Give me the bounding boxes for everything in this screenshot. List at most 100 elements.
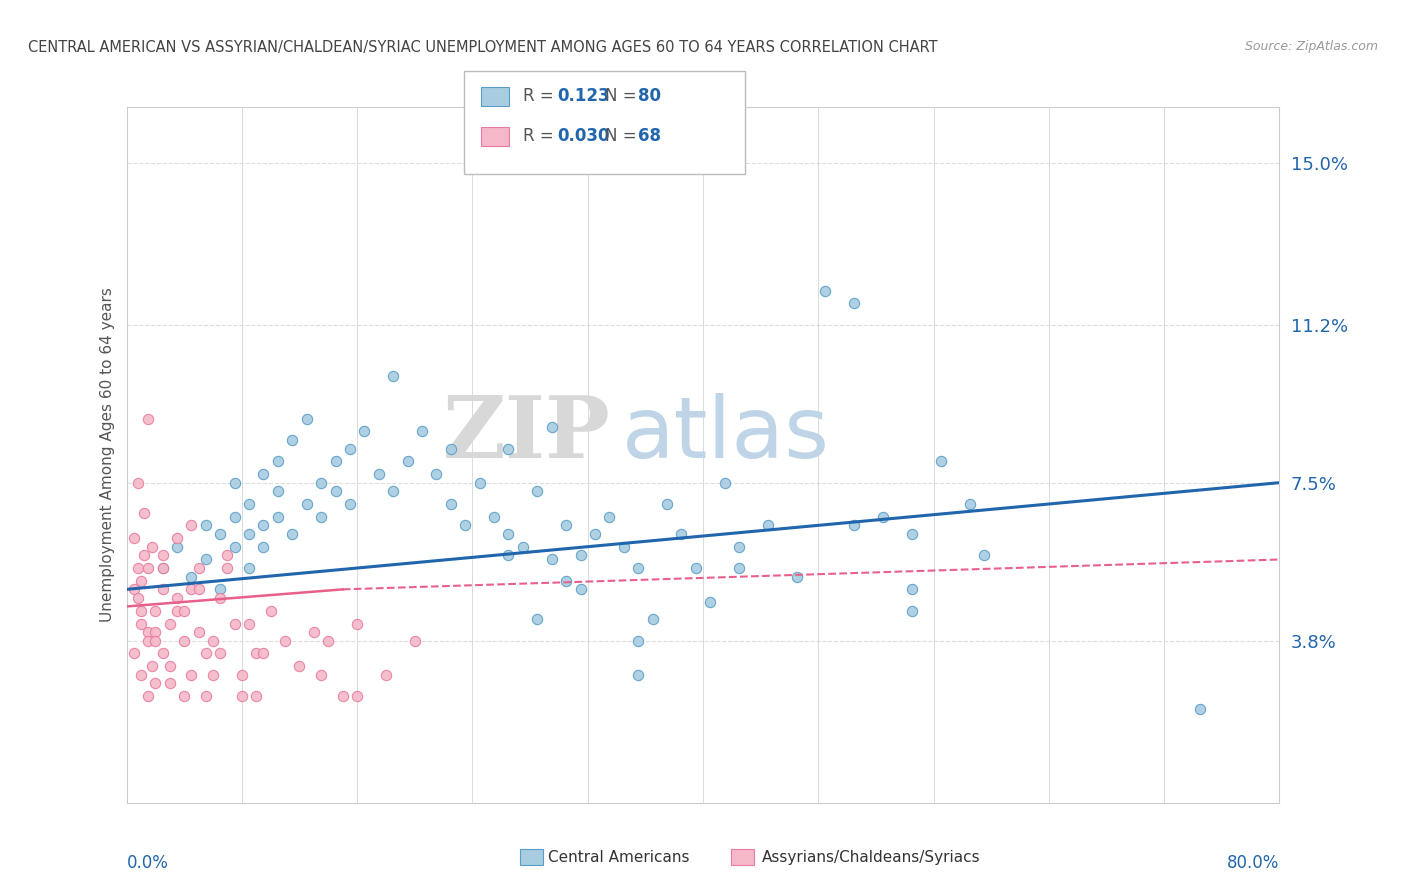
Point xyxy=(309,509,332,524)
Point xyxy=(252,518,274,533)
Point xyxy=(498,527,520,541)
Point xyxy=(339,497,361,511)
Point xyxy=(122,531,145,545)
Point xyxy=(526,612,548,626)
Point xyxy=(224,540,246,554)
Point xyxy=(1189,702,1212,716)
Point xyxy=(382,484,405,499)
Text: 0.123: 0.123 xyxy=(557,87,609,105)
Point xyxy=(159,616,181,631)
Point xyxy=(295,411,318,425)
Point xyxy=(440,442,463,456)
Point xyxy=(339,442,361,456)
Point xyxy=(152,548,174,562)
Point xyxy=(152,561,174,575)
Point xyxy=(136,411,159,425)
Point xyxy=(569,548,592,562)
Point xyxy=(132,506,155,520)
Text: Assyrians/Chaldeans/Syriacs: Assyrians/Chaldeans/Syriacs xyxy=(762,850,980,864)
Point xyxy=(152,561,174,575)
Point xyxy=(129,604,152,618)
Point xyxy=(231,667,253,681)
Point xyxy=(238,616,260,631)
Point xyxy=(209,527,232,541)
Point xyxy=(671,527,693,541)
Text: 80.0%: 80.0% xyxy=(1227,854,1279,872)
Point xyxy=(569,582,592,597)
Point xyxy=(498,548,520,562)
Point xyxy=(482,509,505,524)
Point xyxy=(194,689,217,703)
Text: atlas: atlas xyxy=(623,392,831,475)
Point xyxy=(318,633,340,648)
Point xyxy=(598,509,620,524)
Point xyxy=(127,591,149,605)
Point xyxy=(245,647,267,661)
Point xyxy=(267,454,290,468)
Point xyxy=(159,659,181,673)
Point xyxy=(129,574,152,588)
Point xyxy=(224,475,246,490)
Point xyxy=(202,633,225,648)
Point xyxy=(238,561,260,575)
Point xyxy=(309,667,332,681)
Point xyxy=(728,540,751,554)
Point xyxy=(281,433,304,447)
Point xyxy=(194,647,217,661)
Point xyxy=(209,647,232,661)
Point xyxy=(145,604,166,618)
Point xyxy=(202,667,225,681)
Point xyxy=(238,497,260,511)
Point xyxy=(641,612,664,626)
Point xyxy=(129,616,152,631)
Point xyxy=(231,689,253,703)
Point xyxy=(699,595,721,609)
Point xyxy=(245,689,267,703)
Point xyxy=(166,591,188,605)
Text: ZIP: ZIP xyxy=(443,392,610,476)
Point xyxy=(901,582,924,597)
Point xyxy=(374,667,398,681)
Point xyxy=(136,633,159,648)
Point xyxy=(454,518,477,533)
Point xyxy=(973,548,995,562)
Point xyxy=(901,604,924,618)
Point xyxy=(844,518,866,533)
Text: 80: 80 xyxy=(638,87,661,105)
Point xyxy=(217,561,239,575)
Point xyxy=(929,454,952,468)
Point xyxy=(295,497,318,511)
Point xyxy=(555,518,578,533)
Point xyxy=(132,548,155,562)
Point xyxy=(274,633,297,648)
Point xyxy=(404,633,426,648)
Point xyxy=(187,561,209,575)
Point xyxy=(187,582,209,597)
Point xyxy=(396,454,419,468)
Point xyxy=(252,540,274,554)
Point xyxy=(627,633,650,648)
Point xyxy=(180,582,202,597)
Point xyxy=(129,667,152,681)
Point xyxy=(194,518,217,533)
Point xyxy=(512,540,534,554)
Point xyxy=(346,689,368,703)
Y-axis label: Unemployment Among Ages 60 to 64 years: Unemployment Among Ages 60 to 64 years xyxy=(100,287,115,623)
Point xyxy=(872,509,894,524)
Point xyxy=(136,561,159,575)
Text: 68: 68 xyxy=(638,128,661,145)
Point xyxy=(224,509,246,524)
Point xyxy=(526,484,548,499)
Point xyxy=(136,625,159,640)
Point xyxy=(498,442,520,456)
Point xyxy=(613,540,636,554)
Point xyxy=(173,604,195,618)
Point xyxy=(259,604,281,618)
Point xyxy=(267,509,290,524)
Point xyxy=(152,647,174,661)
Point xyxy=(180,518,202,533)
Point xyxy=(844,296,866,310)
Point xyxy=(756,518,779,533)
Point xyxy=(288,659,311,673)
Text: 0.0%: 0.0% xyxy=(127,854,169,872)
